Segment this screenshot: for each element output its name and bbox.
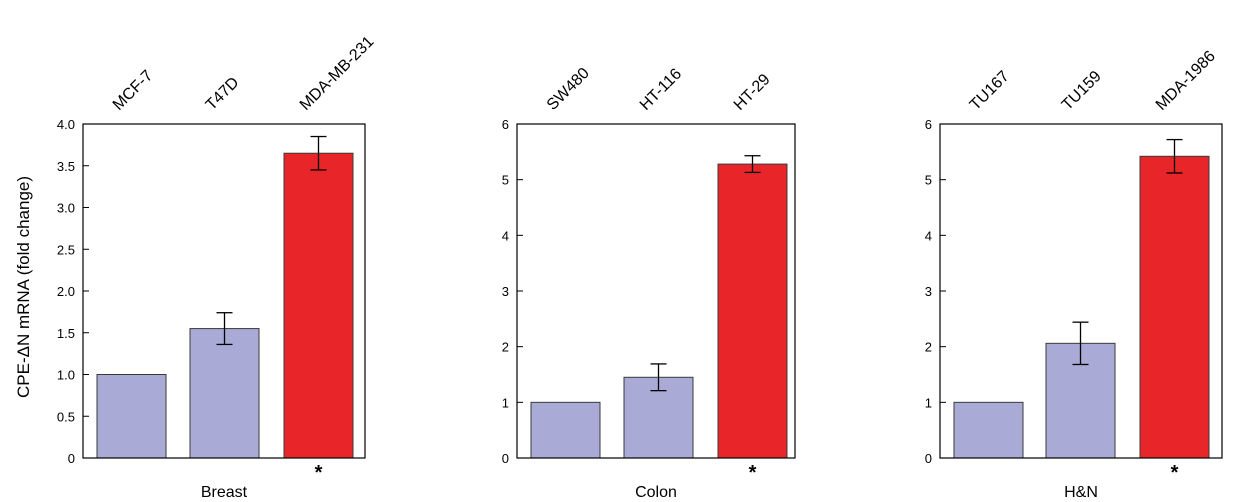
plot-frame xyxy=(82,123,366,459)
x-axis-label: H&N xyxy=(1064,484,1098,501)
significance-marker: * xyxy=(315,462,323,484)
y-tick-label: 1.5 xyxy=(57,326,75,341)
error-bar xyxy=(1072,321,1089,366)
y-tick-label: 5 xyxy=(925,173,932,188)
plot-frame xyxy=(516,123,796,459)
y-tick-label: 0 xyxy=(502,451,509,466)
category-label: MDA-1986 xyxy=(1153,48,1219,114)
bar xyxy=(189,328,260,459)
y-tick-label: 4.0 xyxy=(57,117,75,132)
y-tick-label: 0 xyxy=(68,451,75,466)
y-tick-label: 3.0 xyxy=(57,201,75,216)
bar xyxy=(283,152,354,459)
y-tick-label: 2 xyxy=(925,340,932,355)
y-tick-label: 6 xyxy=(925,117,932,132)
y-tick-label: 2.0 xyxy=(57,284,75,299)
y-tick-label: 1.0 xyxy=(57,368,75,383)
y-tick-label: 2 xyxy=(502,340,509,355)
y-tick-label: 3.5 xyxy=(57,159,75,174)
error-bar xyxy=(650,363,667,392)
error-bar xyxy=(1166,138,1183,174)
y-tick-label: 2.5 xyxy=(57,242,75,257)
panel-3: TU167 TU159 MDA-1986 * 0 1 2 3 4 5 6 H&N xyxy=(925,48,1223,501)
category-label: HT-29 xyxy=(731,71,774,114)
y-axis-label: CPE-ΔN mRNA (fold change) xyxy=(14,176,33,398)
y-tick-label: 4 xyxy=(925,228,932,243)
y-tick-label: 0.5 xyxy=(57,409,75,424)
error-bar xyxy=(744,155,761,174)
category-label: HT-116 xyxy=(637,65,685,113)
error-bar xyxy=(310,135,327,171)
y-tick-label: 1 xyxy=(502,395,509,410)
chart-panels: MCF-7 T47D MDA-MB-231 * 0 0.5 1.0 1.5 2.0 2.5 3.0 3… xyxy=(57,33,1223,501)
category-label: T47D xyxy=(203,74,243,114)
category-label: MCF-7 xyxy=(110,67,157,114)
panel-1: MCF-7 T47D MDA-MB-231 * 0 0.5 1.0 1.5 2.0 2.5 3.0 3… xyxy=(57,33,378,501)
y-tick-label: 5 xyxy=(502,173,509,188)
significance-marker: * xyxy=(1171,462,1179,484)
category-label: TU167 xyxy=(967,68,1013,114)
y-tick-label: 1 xyxy=(925,395,932,410)
y-tick-label: 6 xyxy=(502,117,509,132)
error-bar xyxy=(216,312,233,346)
category-label: MDA-MB-231 xyxy=(297,33,378,114)
bar xyxy=(953,401,1024,459)
significance-marker: * xyxy=(749,462,757,484)
y-tick-label: 3 xyxy=(502,284,509,299)
plot-frame xyxy=(939,123,1223,459)
y-tick-label: 3 xyxy=(925,284,932,299)
bar xyxy=(530,401,601,459)
x-axis-label: Colon xyxy=(635,484,677,501)
x-axis-label: Breast xyxy=(201,484,248,501)
bar xyxy=(717,163,788,459)
category-label: TU159 xyxy=(1059,68,1105,114)
panel-2: SW480 HT-116 HT-29 * 0 1 2 3 4 5 6 Colon xyxy=(502,65,796,501)
category-label: SW480 xyxy=(544,65,593,114)
bar xyxy=(96,374,167,459)
y-tick-label: 0 xyxy=(925,451,932,466)
bar xyxy=(1139,155,1210,459)
y-tick-label: 4 xyxy=(502,228,509,243)
